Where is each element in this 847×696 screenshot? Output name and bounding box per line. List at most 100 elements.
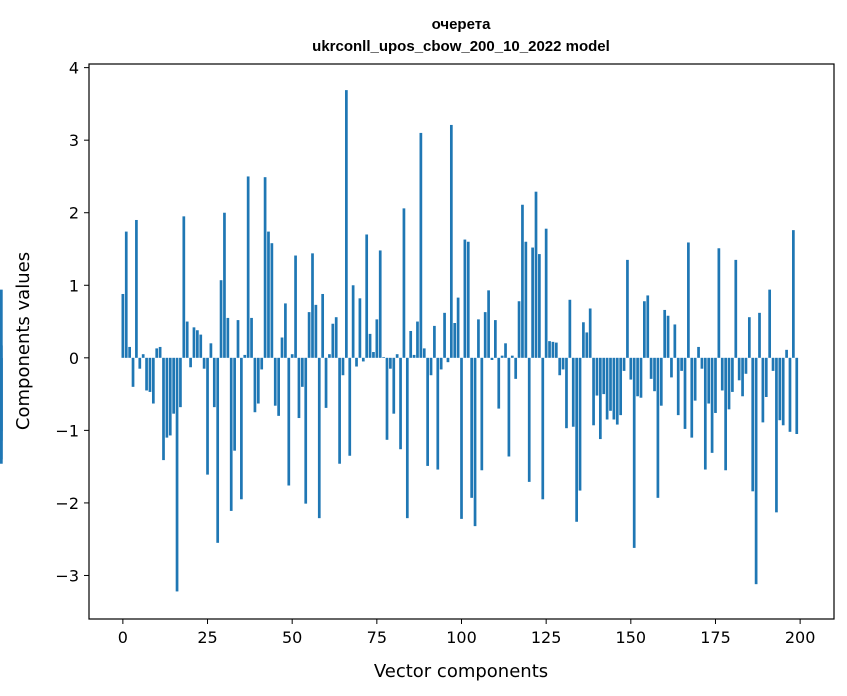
bar [233,357,236,451]
bar [615,357,619,425]
bar [666,315,670,358]
bar [747,317,751,358]
bar [256,357,260,404]
bar [534,191,538,358]
bar [151,357,155,404]
bar [629,357,633,380]
bar [135,219,138,358]
bar [585,332,589,358]
bar [385,357,389,440]
bar [209,343,213,358]
bar [622,357,626,371]
bar [378,250,382,358]
bar [422,348,426,358]
bar [554,342,558,358]
bar [463,239,467,358]
bar [788,357,792,432]
y-tick-label: 2 [69,204,79,223]
bar [558,357,562,376]
bar [263,177,267,358]
bar [781,357,785,426]
bar [334,317,338,358]
bar [216,357,220,543]
x-tick-label: 75 [367,628,387,647]
bar [270,243,274,358]
bar [300,357,304,387]
bar [487,290,490,358]
bar [219,280,223,358]
bar [426,357,429,466]
bar [138,357,142,369]
bar [168,357,172,436]
bar [778,357,782,421]
bar [663,309,667,358]
bar [714,357,717,413]
bar [504,343,507,358]
bar [575,357,578,522]
bar [287,357,291,486]
bar [453,323,457,358]
bar [267,231,270,358]
bar [720,357,724,391]
bar [602,357,606,395]
bar [294,255,297,358]
bar [189,357,192,368]
bar [737,357,741,381]
bar [351,285,355,358]
bar [121,293,125,358]
bar [514,357,518,379]
bar [439,357,443,370]
bar [240,357,243,500]
bar [568,299,572,358]
y-tick-label: 3 [69,131,79,150]
bar [223,212,226,358]
bar [456,297,460,358]
bar [148,357,152,392]
bar [338,357,341,464]
bar [717,248,721,358]
bar [744,357,748,374]
bar [619,357,623,416]
bar [416,321,419,358]
bar [548,341,551,358]
bar [775,357,778,513]
bar [521,204,524,358]
bar [592,357,595,426]
bar [307,312,311,358]
bar [517,301,521,358]
bar [480,357,484,471]
bar [212,357,216,408]
bar [348,357,352,456]
bar [626,259,629,358]
bar [199,334,203,358]
bar [273,357,277,406]
bar [598,357,602,440]
bar [409,330,413,358]
bar [758,312,761,358]
bar [571,357,575,427]
y-tick-label: −3 [55,566,79,585]
bar [436,357,440,470]
bar [497,357,501,409]
bar [656,357,660,498]
bar [734,259,738,358]
bar [731,357,734,392]
bar [764,357,768,397]
bar [277,357,280,416]
bar [751,357,755,492]
bar [588,308,592,358]
bar [192,327,196,358]
bar [707,357,711,404]
bar [703,357,707,470]
bar [250,317,253,358]
bar [0,289,3,358]
x-tick-label: 200 [785,628,816,647]
y-tick-label: 1 [69,276,79,295]
bar [710,357,714,453]
bar [260,357,264,370]
bar [727,357,731,410]
bar [605,357,609,420]
y-tick-label: −2 [55,494,79,513]
bar [392,357,396,414]
